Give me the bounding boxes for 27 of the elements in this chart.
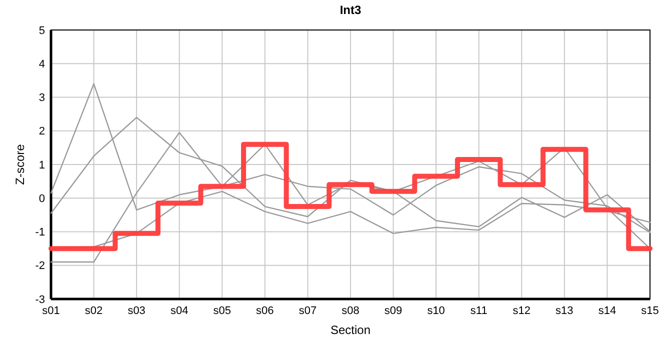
y-tick-label: 2 <box>38 126 45 138</box>
y-tick-label: 0 <box>38 192 45 205</box>
x-tick-label: s11 <box>470 305 488 317</box>
x-tick-label: s13 <box>556 305 574 317</box>
y-tick-label: 5 <box>38 24 45 37</box>
y-tick-label: 3 <box>38 92 45 104</box>
x-tick-label: s05 <box>213 305 232 317</box>
y-axis-title: Z-score <box>13 144 27 185</box>
x-axis-title: Section <box>330 323 371 337</box>
x-tick-label: s07 <box>298 305 317 317</box>
x-tick-label: s08 <box>342 305 360 317</box>
y-tick-label: 1 <box>38 159 45 172</box>
chart-title: Int3 <box>340 3 362 17</box>
x-tick-label: s15 <box>641 305 659 317</box>
y-tick-label: -2 <box>35 260 45 272</box>
y-tick-label: -1 <box>35 226 45 239</box>
x-tick-label: s06 <box>256 305 274 317</box>
x-tick-label: s12 <box>512 305 531 317</box>
x-tick-label: s04 <box>170 305 188 317</box>
x-tick-label: s02 <box>84 305 103 317</box>
x-tick-label: s01 <box>42 305 60 317</box>
y-tick-label: 4 <box>38 58 45 70</box>
x-tick-label: s10 <box>427 305 445 317</box>
x-tick-label: s09 <box>384 305 402 317</box>
x-tick-label: s14 <box>598 305 616 317</box>
y-tick-label: -3 <box>35 294 45 306</box>
x-tick-label: s03 <box>128 305 146 317</box>
